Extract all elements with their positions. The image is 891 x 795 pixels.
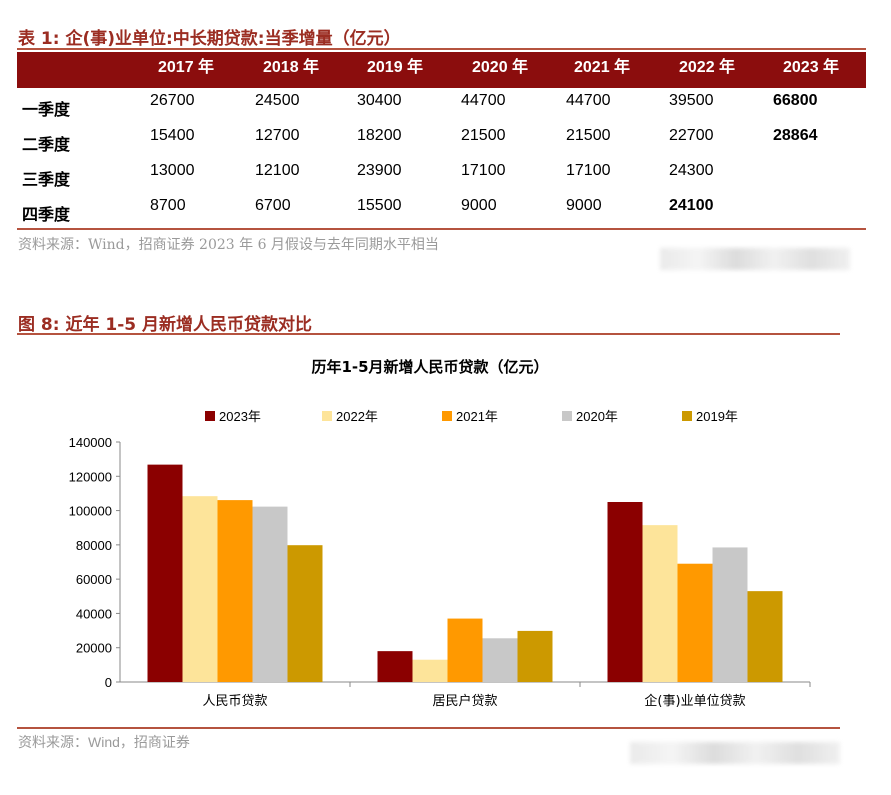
- year-header: 2019 年: [367, 59, 424, 76]
- table-cell: 26700: [150, 92, 195, 109]
- bar: [642, 525, 678, 682]
- row-label-q3: 三季度: [22, 170, 71, 189]
- table-cell: 24300: [669, 162, 714, 179]
- y-tick-label: 20000: [76, 641, 112, 656]
- y-tick-label: 60000: [76, 572, 112, 587]
- bar: [447, 618, 483, 682]
- year-header: 2017 年: [158, 59, 215, 76]
- year-header: 2020 年: [472, 59, 529, 76]
- bar: [517, 630, 553, 682]
- table-cell: 21500: [566, 127, 611, 144]
- watermark-blur: [630, 742, 840, 764]
- legend-label: 2020年: [576, 409, 618, 424]
- table-cell: 17100: [461, 162, 506, 179]
- legend-label: 2023年: [219, 409, 261, 424]
- table-source: 资料来源：Wind，招商证券 2023 年 6 月假设与去年同期水平相当: [18, 237, 439, 253]
- legend-label: 2019年: [696, 409, 738, 424]
- watermark-blur: [660, 248, 850, 270]
- legend-swatch: [682, 411, 692, 421]
- figure-title: 图 8: 近年 1-5 月新增人民币贷款对比: [18, 315, 313, 335]
- table-cell: 8700: [150, 197, 186, 214]
- legend-label: 2021年: [456, 409, 498, 424]
- bar: [747, 591, 783, 682]
- table-cell: 9000: [566, 197, 602, 214]
- table-bottom-rule: [17, 228, 866, 230]
- table-cell: 18200: [357, 127, 402, 144]
- year-header: 2018 年: [263, 59, 320, 76]
- table-cell: 44700: [566, 92, 611, 109]
- x-tick-label: 企(事)业单位贷款: [644, 693, 745, 709]
- table-cell: 9000: [461, 197, 497, 214]
- table-title: 表 1: 企(事)业单位:中长期贷款:当季增量（亿元）: [18, 29, 401, 49]
- table-cell: 22700: [669, 127, 714, 144]
- table-cell: 30400: [357, 92, 402, 109]
- table-cell: 12100: [255, 162, 300, 179]
- table-cell: 23900: [357, 162, 402, 179]
- figure-bottom-rule: [17, 727, 840, 729]
- year-header: 2022 年: [679, 59, 736, 76]
- table-cell: 15400: [150, 127, 195, 144]
- y-tick-label: 120000: [69, 469, 112, 484]
- legend-swatch: [322, 411, 332, 421]
- table-cell-highlight: 28864: [773, 127, 818, 144]
- bar: [287, 545, 323, 682]
- bar: [712, 547, 748, 682]
- bar: [182, 496, 218, 682]
- table-cell: 17100: [566, 162, 611, 179]
- legend-swatch: [205, 411, 215, 421]
- bar: [377, 651, 413, 682]
- bar: [252, 506, 288, 682]
- table-cell: 15500: [357, 197, 402, 214]
- y-tick-label: 40000: [76, 606, 112, 621]
- y-tick-label: 100000: [69, 504, 112, 519]
- table-cell: 12700: [255, 127, 300, 144]
- table-header: 2017 年 2018 年 2019 年 2020 年 2021 年 2022 …: [17, 52, 866, 88]
- figure-title-rule: [17, 333, 840, 335]
- table-cell: 24500: [255, 92, 300, 109]
- bar: [412, 659, 448, 682]
- bar: [607, 502, 643, 682]
- x-tick-label: 居民户贷款: [432, 693, 497, 709]
- year-header: 2023 年: [783, 59, 840, 76]
- table-cell-highlight: 66800: [773, 92, 818, 109]
- y-tick-label: 0: [105, 675, 112, 690]
- bar: [482, 638, 518, 682]
- table-cell: 21500: [461, 127, 506, 144]
- figure-source: 资料来源：Wind，招商证券: [18, 734, 190, 750]
- legend-label: 2022年: [336, 409, 378, 424]
- bar-chart: 历年1-5月新增人民币贷款（亿元） 2023年 2022年 2021年 2020年 201…: [69, 358, 811, 709]
- chart-title: 历年1-5月新增人民币贷款（亿元）: [311, 358, 548, 376]
- table-cell: 13000: [150, 162, 195, 179]
- table-title-rule: [17, 48, 866, 50]
- bar: [147, 464, 183, 682]
- table-cell-highlight: 24100: [669, 197, 714, 214]
- year-header: 2021 年: [574, 59, 631, 76]
- y-tick-label: 140000: [69, 435, 112, 450]
- row-label-q2: 二季度: [22, 135, 71, 154]
- table-cell: 39500: [669, 92, 714, 109]
- x-tick-label: 人民币贷款: [202, 694, 267, 709]
- bar: [677, 563, 713, 682]
- table-cell: 44700: [461, 92, 506, 109]
- row-label-q4: 四季度: [22, 205, 71, 224]
- table-cell: 6700: [255, 197, 291, 214]
- legend-swatch: [562, 411, 572, 421]
- bar: [217, 500, 253, 682]
- y-tick-label: 80000: [76, 538, 112, 553]
- legend-swatch: [442, 411, 452, 421]
- row-label-q1: 一季度: [22, 100, 71, 119]
